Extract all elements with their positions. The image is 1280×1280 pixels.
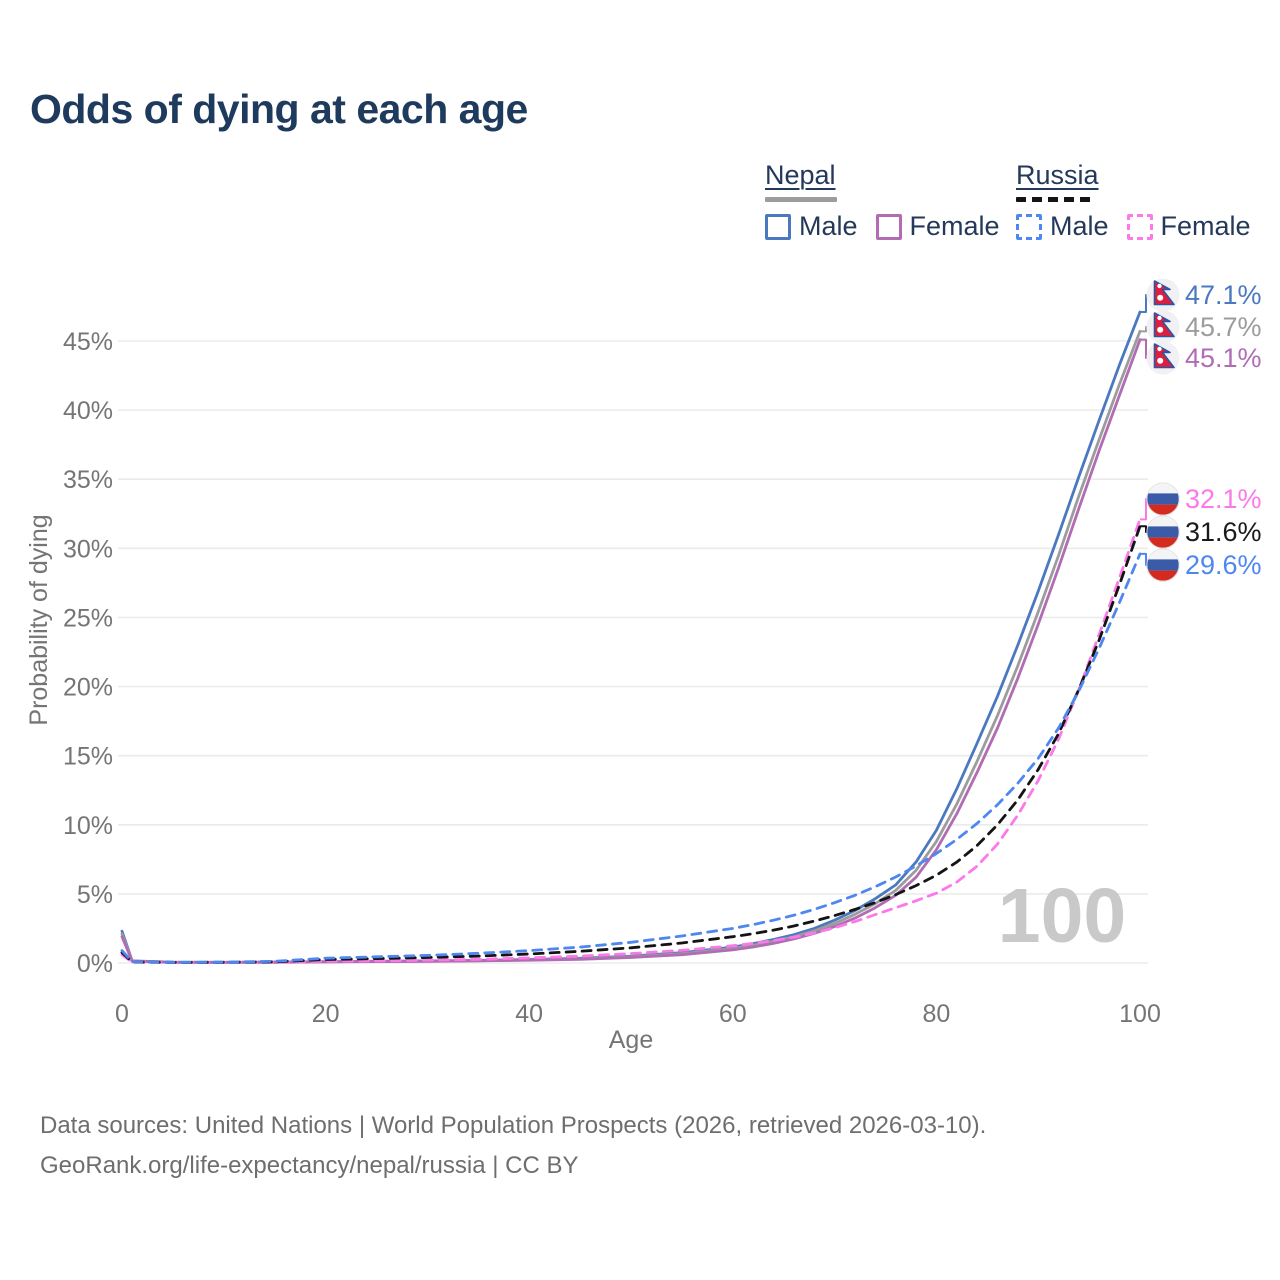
end-value-label: 47.1% [1185,280,1262,310]
y-tick-label: 45% [63,328,113,356]
legend-group-russia: Russia Male Female [1016,160,1251,242]
y-tick-label: 0% [77,950,113,978]
end-value-label: 45.7% [1185,312,1262,342]
watermark-age-value: 100 [998,873,1126,959]
series-line-russia-male[interactable] [120,552,1142,964]
x-tick-label: 20 [312,1000,340,1028]
nepal-male-swatch-icon [765,213,791,240]
footer-data-sources: Data sources: United Nations | World Pop… [40,1112,987,1139]
legend-country-nepal[interactable]: Nepal [765,160,836,190]
x-tick-label: 60 [719,1000,747,1028]
legend-label: Female [1160,211,1251,241]
legend-item-russia-female[interactable]: Female [1126,211,1251,242]
x-tick-label: 100 [1119,1000,1161,1028]
nepal-flag-icon [1145,340,1181,376]
legend-label: Male [1050,211,1109,241]
gridlines [118,340,1148,964]
nepal-flag-icon [1145,309,1181,345]
series-lines [120,310,1142,964]
russia-male-swatch-icon [1016,213,1042,240]
russia-female-swatch-icon [1126,213,1153,240]
legend-label: Female [909,211,1000,241]
series-line-russia-female[interactable] [120,517,1142,964]
end-value-label: 31.6% [1185,517,1262,547]
x-tick-label: 80 [922,1000,950,1028]
y-tick-label: 25% [63,604,113,632]
x-tick-label: 40 [515,1000,543,1028]
nepal-flag-icon [1145,277,1181,313]
russia-line-style-swatch [1016,197,1092,202]
end-value-label: 32.1% [1185,484,1262,514]
y-tick-label: 40% [63,397,113,425]
legend-label: Male [799,211,858,241]
hover-age-watermark: 100 [998,873,1126,959]
legend-country-russia[interactable]: Russia [1016,160,1099,190]
legend-item-nepal-female[interactable]: Female [875,211,1000,242]
nepal-line-style-swatch [765,197,837,202]
end-value-label: 29.6% [1185,550,1262,580]
y-tick-label: 35% [63,466,113,494]
nepal-female-swatch-icon [875,213,902,240]
legend-item-nepal-male[interactable]: Male [765,211,858,242]
page-title: Odds of dying at each age [30,86,528,132]
series-line-nepal-both[interactable] [120,329,1142,964]
russia-flag-icon [1146,515,1180,549]
end-value-label: 45.1% [1185,343,1262,373]
legend-group-nepal: Nepal Male Female [765,160,1000,242]
x-axis-title: Age [609,1026,653,1054]
y-tick-label: 20% [63,674,113,702]
axis-labels: 0% 5% 10% 15% 20% 25% 30% 35% 40% 45% 0 20 40 60 80 100… [25,328,1161,1054]
y-tick-label: 10% [63,812,113,840]
y-tick-label: 30% [63,535,113,563]
end-value-labels: 47.1%45.7%45.1% 32.1%31.6%29.6% [1140,277,1262,583]
footer: Data sources: United Nations | World Pop… [40,1106,986,1186]
series-line-russia-both[interactable] [120,524,1142,964]
x-tick-label: 0 [115,1000,129,1028]
series-line-nepal-female[interactable] [120,338,1142,964]
russia-flag-icon [1146,482,1180,516]
russia-flag-icon [1146,548,1180,582]
legend-item-russia-male[interactable]: Male [1016,211,1109,242]
footer-attribution: GeoRank.org/life-expectancy/nepal/russia… [40,1152,579,1179]
y-tick-label: 5% [77,881,113,909]
y-tick-label: 15% [63,743,113,771]
y-axis-title: Probability of dying [25,514,53,725]
